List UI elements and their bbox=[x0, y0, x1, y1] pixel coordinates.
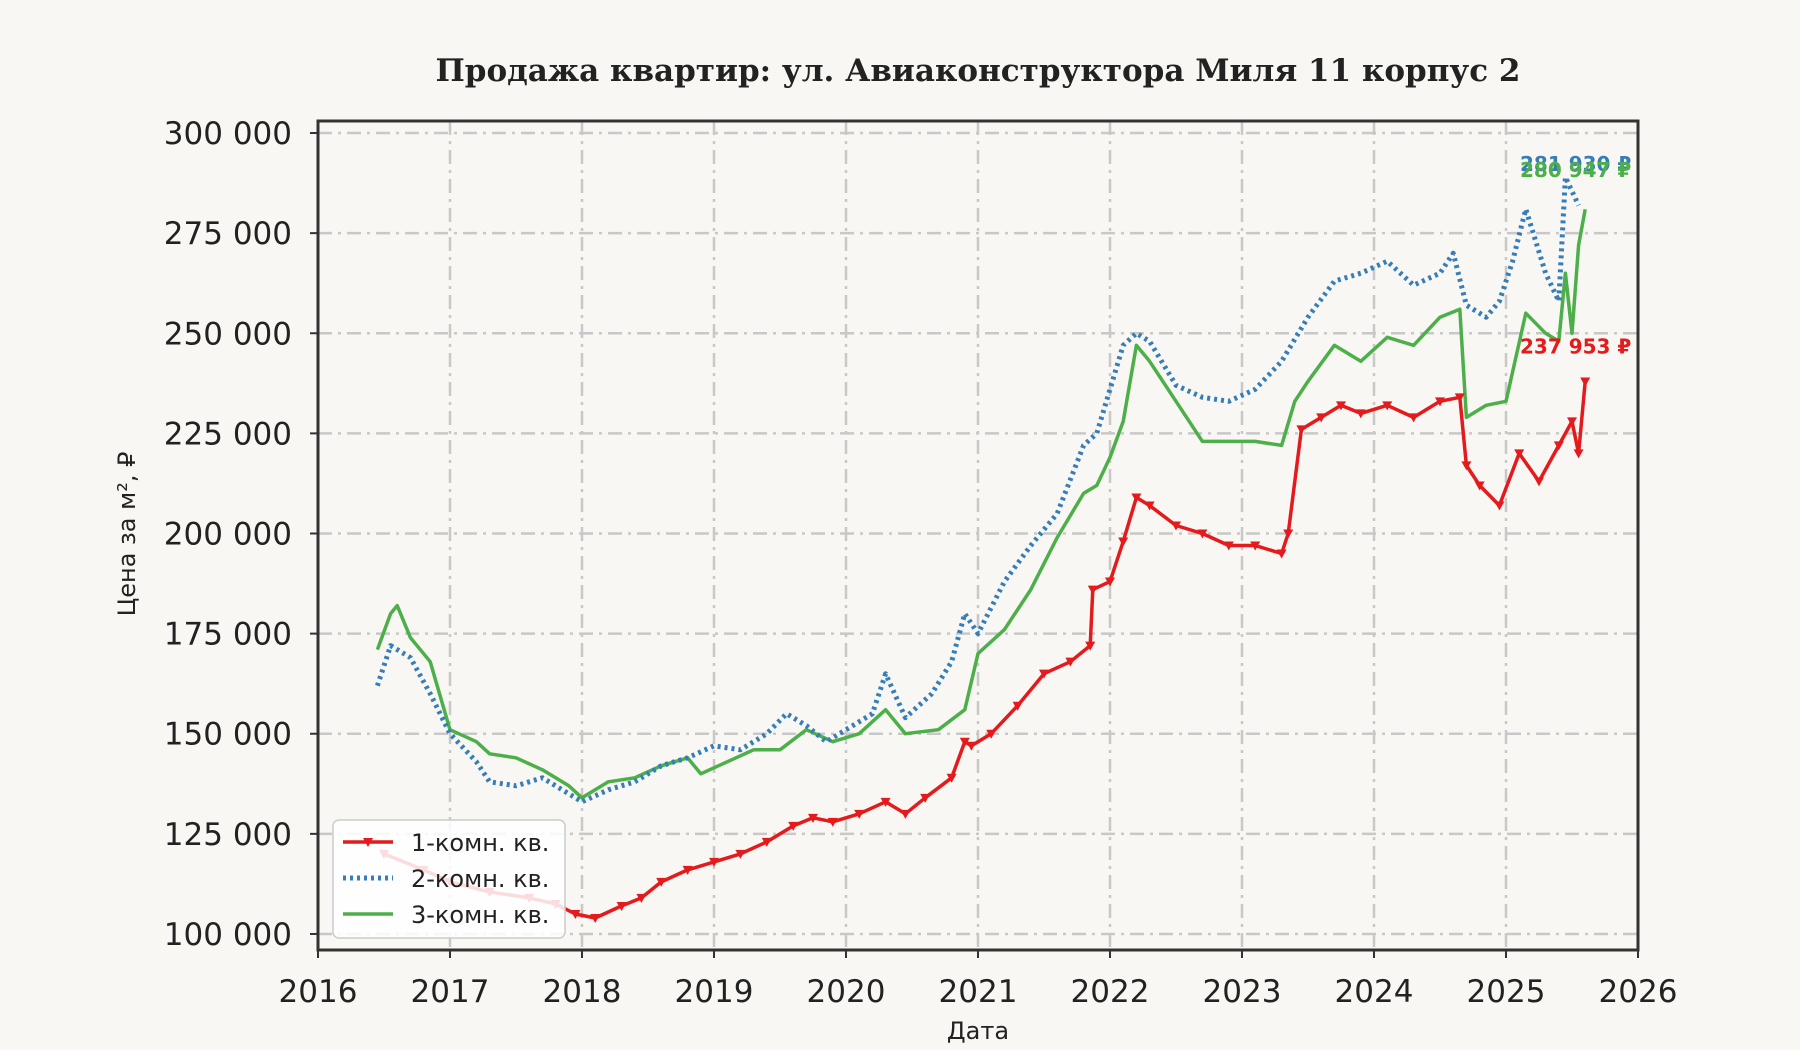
series-marker-1 bbox=[1250, 541, 1261, 551]
series-marker-1 bbox=[1283, 529, 1294, 539]
y-tick-label: 225 000 bbox=[164, 416, 292, 452]
end-labels: 237 953 ₽ 281 930 ₽280 947 ₽ bbox=[1520, 152, 1631, 358]
end-label-1: 237 953 ₽ bbox=[1520, 334, 1631, 358]
series-marker-1 bbox=[1573, 449, 1584, 459]
series-marker-1 bbox=[959, 737, 970, 747]
series-marker-1 bbox=[1567, 417, 1577, 427]
series-marker-1 bbox=[1461, 461, 1472, 471]
series-marker-1 bbox=[1039, 669, 1049, 679]
series-line-1 bbox=[383, 381, 1587, 920]
series-marker-1 bbox=[1514, 449, 1525, 459]
series-marker-1 bbox=[1408, 413, 1419, 423]
series-marker-1 bbox=[1171, 521, 1181, 531]
series-marker-1 bbox=[900, 809, 911, 819]
series-marker-1 bbox=[636, 893, 647, 903]
x-tick-label: 2026 bbox=[1599, 974, 1678, 1010]
series-marker-1 bbox=[1435, 397, 1445, 407]
series-marker-1 bbox=[1494, 501, 1505, 511]
y-axis-label: Цена за м², ₽ bbox=[113, 452, 141, 617]
series-marker-1 bbox=[1355, 409, 1366, 419]
series-marker-1 bbox=[1296, 425, 1307, 435]
series-marker-1 bbox=[1085, 641, 1096, 651]
legend-label-2: 2-комн. кв. bbox=[411, 865, 549, 893]
series-marker-1 bbox=[1012, 701, 1023, 711]
chart-title: Продажа квартир: ул. Авиаконструктора Ми… bbox=[436, 53, 1521, 89]
series-line-2 bbox=[375, 174, 1581, 805]
series-marker-1 bbox=[1474, 481, 1485, 491]
x-tick-label: 2018 bbox=[543, 974, 622, 1010]
series-marker-1 bbox=[570, 909, 581, 919]
series-marker-1 bbox=[590, 913, 601, 923]
y-tick-label: 275 000 bbox=[164, 216, 292, 252]
series-marker-1 bbox=[854, 809, 865, 819]
plot-lines bbox=[375, 174, 1591, 923]
series-marker-1 bbox=[616, 901, 627, 911]
x-axis: 2016 2017 2018 2019 2020 2021 2022 2023 2024 2025… bbox=[279, 950, 1678, 1010]
series-marker-1 bbox=[1131, 493, 1142, 503]
series-marker-1 bbox=[788, 821, 799, 831]
x-tick-label: 2019 bbox=[675, 974, 754, 1010]
series-marker-1 bbox=[761, 837, 772, 847]
series-marker-1 bbox=[1580, 377, 1591, 387]
y-tick-label: 250 000 bbox=[164, 316, 292, 352]
series-marker-1 bbox=[1197, 529, 1208, 539]
series-marker-1 bbox=[920, 793, 931, 803]
series-marker-1 bbox=[1105, 577, 1115, 587]
legend: 1-комн. кв. 2-комн. кв. 3-комн. кв. bbox=[332, 819, 566, 939]
series-marker-1 bbox=[1454, 393, 1465, 403]
y-tick-label: 100 000 bbox=[164, 917, 292, 953]
x-tick-label: 2023 bbox=[1203, 974, 1282, 1010]
legend-label-1: 1-комн. кв. bbox=[411, 829, 549, 857]
y-axis: 100 000 125 000 150 000 175 000 200 000 225 0… bbox=[164, 116, 318, 953]
x-tick-label: 2024 bbox=[1335, 974, 1414, 1010]
series-marker-1 bbox=[808, 813, 818, 823]
series-marker-1 bbox=[946, 773, 957, 783]
series-marker-1 bbox=[1276, 549, 1287, 559]
series-marker-1 bbox=[1336, 401, 1346, 411]
series-marker-1 bbox=[709, 857, 719, 867]
legend-label-3: 3-комн. кв. bbox=[411, 901, 549, 929]
series-marker-1 bbox=[1534, 477, 1544, 487]
series-marker-1 bbox=[1144, 501, 1155, 511]
series-marker-1 bbox=[656, 877, 667, 887]
x-tick-label: 2017 bbox=[411, 974, 490, 1010]
end-label-3: 280 947 ₽ bbox=[1520, 158, 1631, 182]
x-tick-label: 2016 bbox=[279, 974, 358, 1010]
series-marker-1 bbox=[1223, 541, 1234, 551]
legend-marker-1 bbox=[363, 838, 373, 847]
series-marker-1 bbox=[1553, 441, 1564, 451]
series-marker-1 bbox=[880, 797, 891, 807]
series-marker-1 bbox=[827, 817, 838, 827]
series-marker-1 bbox=[1087, 585, 1098, 595]
plot-frame bbox=[316, 119, 1640, 952]
series-marker-1 bbox=[966, 741, 977, 751]
y-tick-label: 300 000 bbox=[164, 116, 292, 152]
series-marker-1 bbox=[986, 729, 997, 739]
x-tick-label: 2021 bbox=[939, 974, 1018, 1010]
y-tick-label: 175 000 bbox=[164, 617, 292, 653]
series-marker-1 bbox=[1065, 657, 1076, 667]
x-tick-label: 2020 bbox=[807, 974, 886, 1010]
y-tick-label: 200 000 bbox=[164, 516, 292, 552]
x-axis-label: Дата bbox=[947, 1017, 1009, 1045]
legend-box bbox=[332, 819, 566, 939]
series-marker-1 bbox=[1382, 401, 1393, 411]
series-marker-1 bbox=[1118, 537, 1129, 547]
series-marker-1 bbox=[682, 865, 693, 875]
series-marker-1 bbox=[1316, 413, 1327, 423]
y-tick-label: 125 000 bbox=[164, 817, 292, 853]
x-tick-label: 2025 bbox=[1467, 974, 1546, 1010]
end-label-2: 281 930 ₽ bbox=[1520, 152, 1631, 176]
series-marker-1 bbox=[735, 849, 746, 859]
x-tick-label: 2022 bbox=[1071, 974, 1150, 1010]
y-tick-label: 150 000 bbox=[164, 717, 292, 753]
series-line-3 bbox=[375, 208, 1587, 800]
